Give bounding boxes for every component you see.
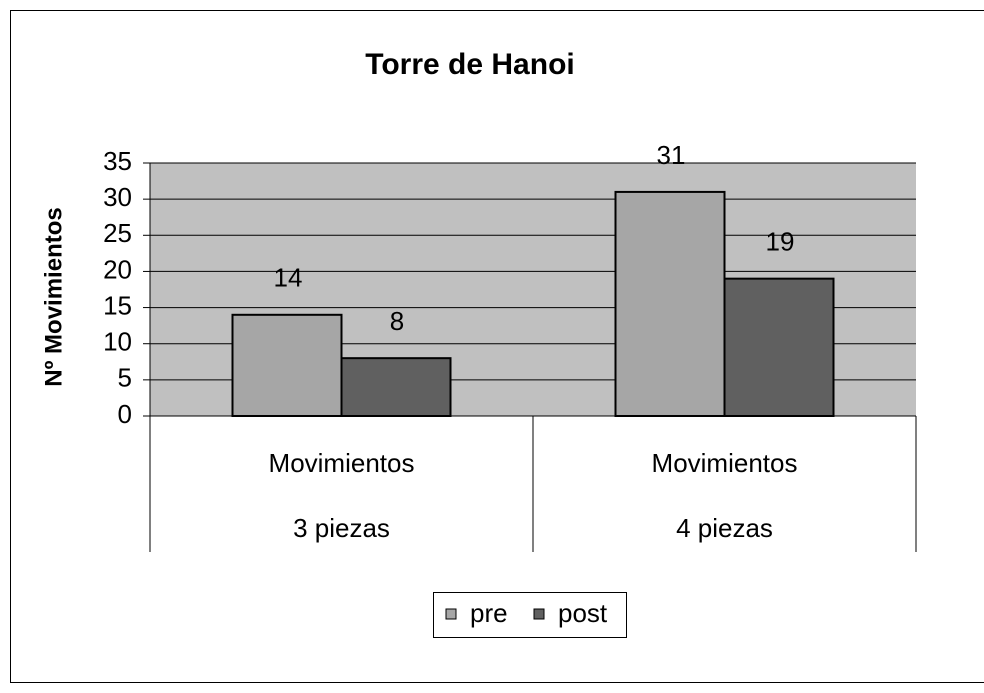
value-label: 14 [274,263,303,293]
legend-swatch [445,608,457,620]
legend [433,592,627,638]
value-label: 19 [766,227,795,257]
legend-swatch [533,608,545,620]
y-tick-label: 15 [103,290,132,320]
x-tick-label: Movimientos [652,448,798,478]
bar [614,190,726,417]
bar [340,357,452,417]
y-tick-label: 20 [103,254,132,284]
value-label: 8 [390,306,404,336]
y-tick-label: 0 [118,399,132,429]
legend-label: post [558,598,608,628]
chart-title: Torre de Hanoi [365,48,574,81]
x-tick-label: 4 piezas [676,513,773,543]
bar [723,277,835,417]
y-tick-label: 5 [118,363,132,393]
y-tick-label: 35 [103,146,132,176]
y-axis-label: Nº Movimientos [40,207,67,386]
legend-label: pre [470,598,508,628]
y-tick-label: 10 [103,327,132,357]
x-tick-label: Movimientos [269,448,415,478]
x-tick-label: 3 piezas [293,513,390,543]
bar [231,313,343,417]
y-tick-label: 30 [103,182,132,212]
y-tick-label: 25 [103,218,132,248]
value-label: 31 [657,140,686,170]
